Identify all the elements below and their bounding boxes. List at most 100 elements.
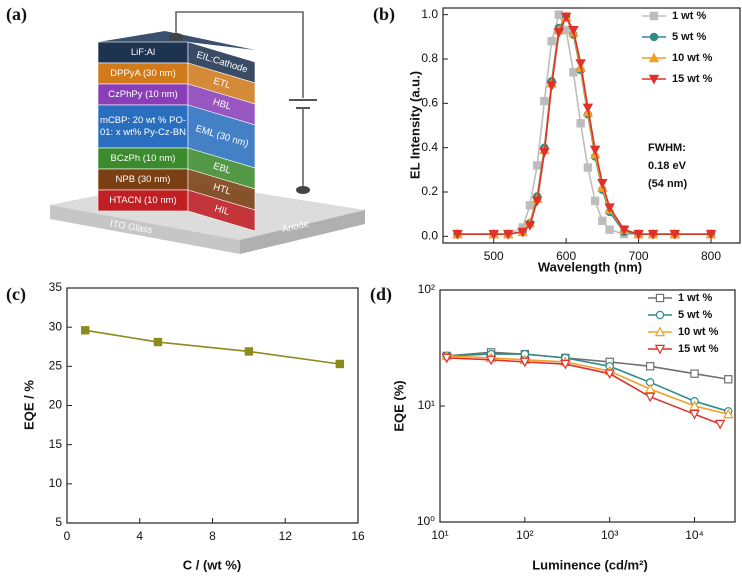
x-tick-label: 12: [279, 529, 293, 543]
x-tick-label: 4: [136, 529, 143, 543]
legend-label: 5 wt %: [672, 31, 706, 43]
series-line: [85, 329, 340, 365]
wire: [175, 11, 304, 98]
marker: [590, 196, 600, 206]
y-tick-label: 0.8: [421, 51, 438, 65]
y-tick-label: 0.2: [421, 184, 438, 198]
legend-marker: [649, 11, 659, 21]
y-tick-label: 25: [49, 359, 63, 373]
legend-marker: [648, 74, 660, 85]
marker: [705, 229, 717, 240]
marker: [605, 225, 614, 234]
legend-label: 10 wt %: [678, 326, 719, 338]
series-line: [446, 357, 721, 425]
plot-frame: [442, 7, 741, 244]
annotation: 0.18 eV: [648, 160, 687, 172]
marker: [618, 225, 630, 236]
marker: [531, 196, 543, 207]
y-tick-label: 35: [49, 280, 63, 294]
y-tick-label: 5: [55, 515, 62, 529]
y-tick-label: 1.0: [421, 7, 438, 21]
marker: [644, 392, 656, 403]
marker: [560, 12, 572, 23]
marker: [517, 227, 528, 238]
marker: [598, 216, 607, 226]
marker: [532, 161, 542, 170]
legend-label: 15 wt %: [678, 343, 719, 355]
marker: [645, 362, 655, 371]
marker: [524, 221, 536, 231]
marker: [633, 229, 644, 240]
y-tick-label: 10²: [418, 282, 435, 296]
legend-marker: [649, 32, 659, 42]
panel-label: (b): [373, 4, 395, 25]
layer-role: EBL: [212, 161, 232, 177]
marker: [689, 400, 700, 411]
x-axis-label: C / (wt %): [183, 557, 242, 572]
layer-material: mCBP: 20 wt % PO-: [100, 115, 186, 126]
substrate-side: [240, 210, 365, 254]
layer-role: ETL: [212, 76, 232, 92]
marker: [669, 229, 681, 240]
y-axis-label: EQE (%): [391, 380, 406, 431]
panel-label: (a): [6, 4, 27, 25]
marker: [525, 201, 535, 210]
legend-marker: [655, 293, 665, 303]
layer-material: HTACN (10 nm): [109, 195, 176, 206]
y-tick-label: 10¹: [418, 398, 435, 412]
contact: [296, 186, 310, 194]
layer-role: HBL: [212, 97, 233, 113]
marker: [452, 229, 463, 240]
y-axis-label: EL Intensity (a.u.): [407, 71, 422, 179]
legend-label: 15 wt %: [672, 73, 713, 85]
x-axis-label: Luminence (cd/m²): [532, 557, 648, 572]
marker: [561, 25, 571, 35]
marker: [547, 37, 556, 46]
layer-role: HTL: [212, 182, 232, 198]
plot-frame: [66, 287, 359, 524]
x-tick-label: 700: [629, 249, 649, 263]
marker: [689, 409, 700, 420]
marker: [583, 163, 593, 172]
y-tick-label: 0.4: [421, 140, 438, 154]
legend-label: 1 wt %: [678, 292, 712, 304]
legend-label: 5 wt %: [678, 309, 712, 321]
marker: [647, 229, 659, 240]
marker: [502, 229, 514, 240]
marker: [644, 383, 656, 394]
panel-label: (d): [370, 284, 392, 305]
layer-material: CzPhPy (10 nm): [108, 89, 178, 100]
plot-frame: [439, 289, 736, 523]
x-tick-label: 10¹: [431, 528, 448, 542]
series-line: [446, 351, 729, 381]
marker: [589, 145, 601, 156]
x-tick-label: 16: [351, 529, 365, 543]
series-line: [446, 355, 729, 415]
marker: [485, 355, 497, 366]
x-axis-label: Wavelength (nm): [538, 259, 642, 274]
x-tick-label: 500: [484, 249, 504, 263]
marker: [690, 369, 699, 378]
layer-side: [187, 189, 256, 232]
y-tick-label: 30: [49, 319, 63, 333]
y-tick-label: 0.6: [421, 96, 438, 110]
marker: [519, 357, 531, 368]
y-axis-label: EQE / %: [21, 380, 36, 430]
marker: [575, 59, 586, 69]
legend-label: 10 wt %: [672, 52, 713, 64]
marker: [604, 369, 615, 380]
layer-material: 01: x wt% Py-Cz-BN: [100, 127, 186, 138]
marker: [335, 359, 345, 369]
layer-material: NPB (30 nm): [116, 174, 171, 185]
marker: [488, 229, 499, 240]
x-tick-label: 8: [209, 529, 216, 543]
marker: [546, 81, 557, 92]
marker: [724, 375, 733, 384]
y-tick-label: 10⁰: [417, 514, 435, 528]
marker: [80, 326, 90, 335]
panel-label: (c): [6, 284, 26, 305]
marker: [153, 337, 163, 347]
substrate-front: [50, 205, 240, 254]
x-tick-label: 10⁴: [685, 528, 704, 542]
